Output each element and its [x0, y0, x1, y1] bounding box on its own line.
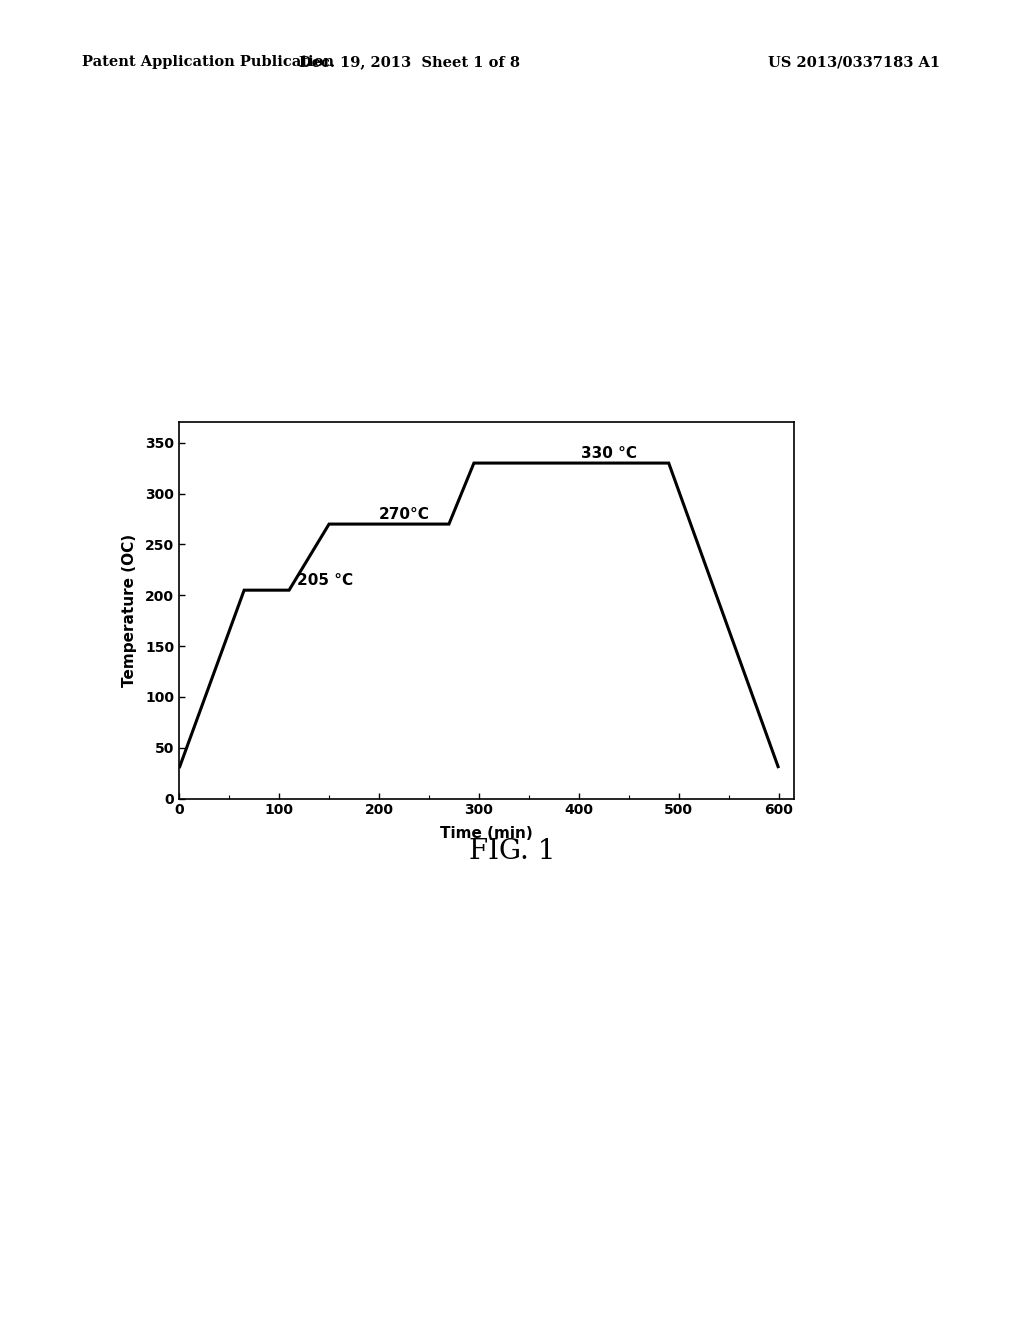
- Text: 330 °C: 330 °C: [581, 446, 637, 461]
- Text: 270°C: 270°C: [379, 507, 430, 521]
- Text: 205 °C: 205 °C: [297, 573, 353, 589]
- Y-axis label: Temperature (OC): Temperature (OC): [122, 533, 137, 688]
- X-axis label: Time (min): Time (min): [440, 826, 532, 841]
- Text: FIG. 1: FIG. 1: [469, 838, 555, 865]
- Text: US 2013/0337183 A1: US 2013/0337183 A1: [768, 55, 940, 70]
- Text: Dec. 19, 2013  Sheet 1 of 8: Dec. 19, 2013 Sheet 1 of 8: [299, 55, 520, 70]
- Text: Patent Application Publication: Patent Application Publication: [82, 55, 334, 70]
